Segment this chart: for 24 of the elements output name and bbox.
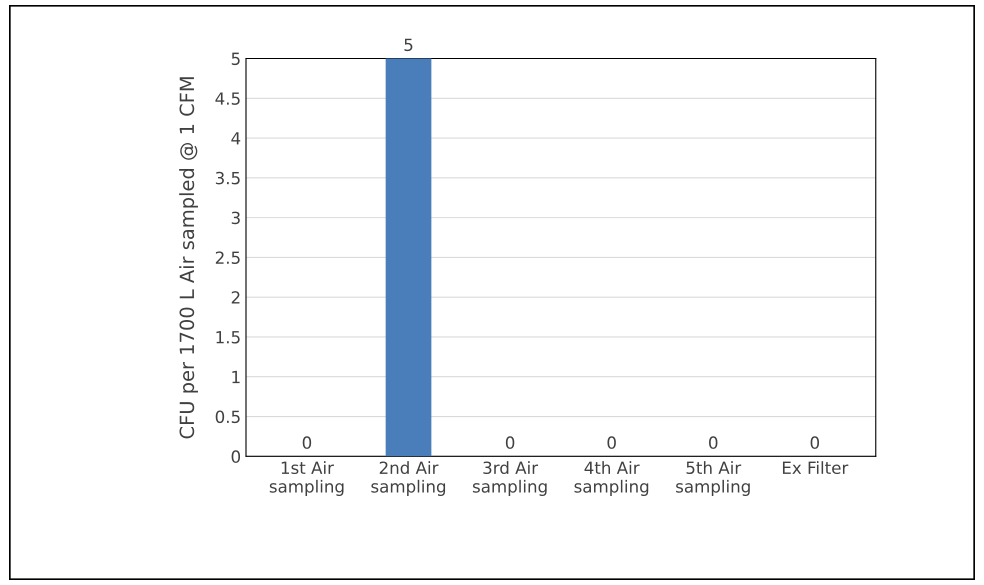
data-label: 5	[404, 38, 412, 52]
x-tick-label: 2nd Air sampling	[371, 461, 446, 496]
data-label: 0	[607, 436, 616, 449]
y-tick-label: 3	[232, 212, 240, 224]
x-tick-label: 1st Air sampling	[270, 461, 344, 496]
data-label: 0	[810, 436, 820, 449]
y-tick-label: 0.5	[216, 410, 240, 424]
y-tick-label: 5	[232, 52, 240, 66]
y-tick-label: 2.5	[216, 251, 240, 264]
x-tick-label: Ex Filter	[782, 461, 848, 474]
x-tick-label: 3rd Air sampling	[472, 461, 547, 496]
y-axis-title: CFU per 1700 L Air sampled @ 1 CFM	[179, 77, 198, 438]
x-tick-label: 5th Air sampling	[676, 461, 750, 496]
y-tick-label: 2	[232, 291, 240, 304]
data-label: 0	[709, 436, 718, 449]
y-tick-label: 1.5	[216, 331, 240, 344]
y-tick-label: 0	[232, 450, 240, 463]
y-tick-label: 1	[232, 370, 240, 384]
y-tick-label: 4.5	[215, 92, 240, 105]
data-label: 0	[506, 436, 514, 449]
data-label: 0	[302, 436, 312, 449]
y-tick-label: 4	[231, 132, 240, 144]
x-tick-label: 4th Air sampling	[574, 461, 648, 496]
y-tick-label: 3.5	[216, 172, 240, 184]
